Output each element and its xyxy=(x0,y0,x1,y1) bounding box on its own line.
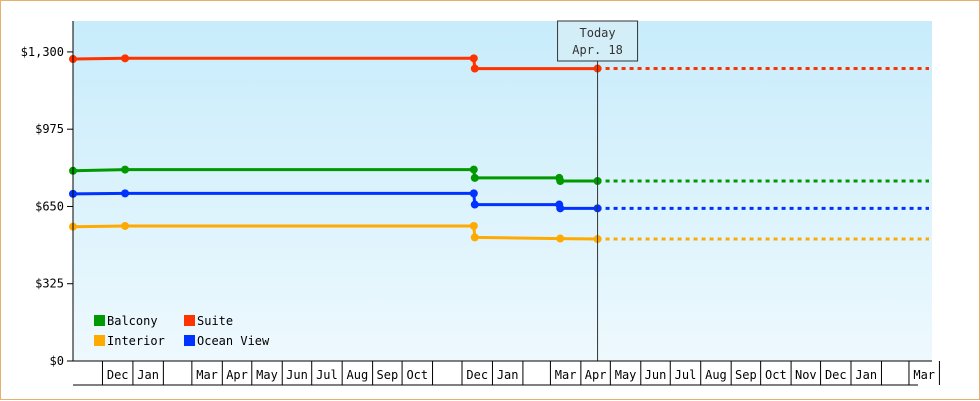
y-tick-label: $650 xyxy=(35,199,64,213)
legend-swatch xyxy=(94,335,105,346)
y-tick-label: $1,300 xyxy=(21,45,64,59)
data-point-interior-1 xyxy=(121,221,130,230)
legend-item-ocean-view: Ocean View xyxy=(184,334,270,348)
legend-swatch xyxy=(184,315,195,326)
data-point-balcony-1 xyxy=(121,165,130,174)
x-month-label: Mar xyxy=(913,368,935,382)
x-month-label: Jan xyxy=(137,368,159,382)
y-tick-label: $325 xyxy=(35,277,64,291)
x-month-label: May xyxy=(256,368,278,382)
data-point-ocean-view-1 xyxy=(121,189,130,198)
y-tick-label: $0 xyxy=(50,354,64,368)
y-tick-label: $975 xyxy=(35,122,64,136)
today-label-date: Apr. 18 xyxy=(572,43,623,57)
today-label-box xyxy=(557,20,639,62)
x-month-label: Jun xyxy=(645,368,667,382)
legend-item-balcony: Balcony xyxy=(94,314,158,328)
x-month-label: Jul xyxy=(675,368,697,382)
series-line-interior xyxy=(72,224,598,241)
x-month-label: Jan xyxy=(855,368,877,382)
x-month-label: Dec xyxy=(825,368,847,382)
x-month-label: Sep xyxy=(735,368,757,382)
series-points xyxy=(69,54,602,244)
data-point-suite-2 xyxy=(469,54,478,63)
x-month-label: Aug xyxy=(705,368,727,382)
data-point-interior-4 xyxy=(556,234,565,243)
legend-label: Interior xyxy=(107,334,165,348)
x-month-label: Sep xyxy=(377,368,399,382)
today-label-title: Today xyxy=(580,26,616,40)
x-month-label: Mar xyxy=(196,368,218,382)
plot-area-background xyxy=(73,21,932,361)
data-point-interior-2 xyxy=(469,221,478,230)
x-month-label: Dec xyxy=(466,368,488,382)
x-month-label: Jun xyxy=(286,368,308,382)
x-month-label: Jul xyxy=(316,368,338,382)
data-point-suite-1 xyxy=(121,54,130,63)
x-month-label: Aug xyxy=(347,368,369,382)
data-point-ocean-view-3 xyxy=(470,200,479,209)
legend-label: Balcony xyxy=(107,314,158,328)
legend-label: Ocean View xyxy=(197,334,270,348)
data-point-interior-3 xyxy=(470,233,479,242)
x-month-label: Apr xyxy=(585,368,607,382)
data-point-balcony-2 xyxy=(469,165,478,174)
legend-swatch xyxy=(184,335,195,346)
y-axis: $0 $325 $650 $975 $1,300 xyxy=(21,21,74,368)
x-month-label: Oct xyxy=(765,368,787,382)
legend-swatch xyxy=(94,315,105,326)
x-month-label: Dec xyxy=(107,368,129,382)
x-month-label: Nov xyxy=(795,368,817,382)
x-month-label: Mar xyxy=(555,368,577,382)
legend-item-suite: Suite xyxy=(184,314,233,328)
legend-item-interior: Interior xyxy=(94,334,165,348)
data-point-balcony-3 xyxy=(470,173,479,182)
x-month-label: Jan xyxy=(497,368,519,382)
data-point-ocean-view-2 xyxy=(469,189,478,198)
x-axis: Dec Jan Mar Apr May Jun Jul Aug Sep Oct Dec Jan Mar A… xyxy=(73,360,940,386)
x-month-label: May xyxy=(615,368,637,382)
data-point-ocean-view-5 xyxy=(556,204,565,213)
legend: Balcony Suite Interior Ocean View xyxy=(94,314,270,348)
data-point-suite-3 xyxy=(470,64,479,73)
today-marker: Today Apr. 18 xyxy=(557,20,639,361)
x-month-label: Apr xyxy=(226,368,248,382)
data-point-balcony-5 xyxy=(556,177,565,186)
x-month-label: Oct xyxy=(406,368,428,382)
legend-label: Suite xyxy=(197,314,233,328)
